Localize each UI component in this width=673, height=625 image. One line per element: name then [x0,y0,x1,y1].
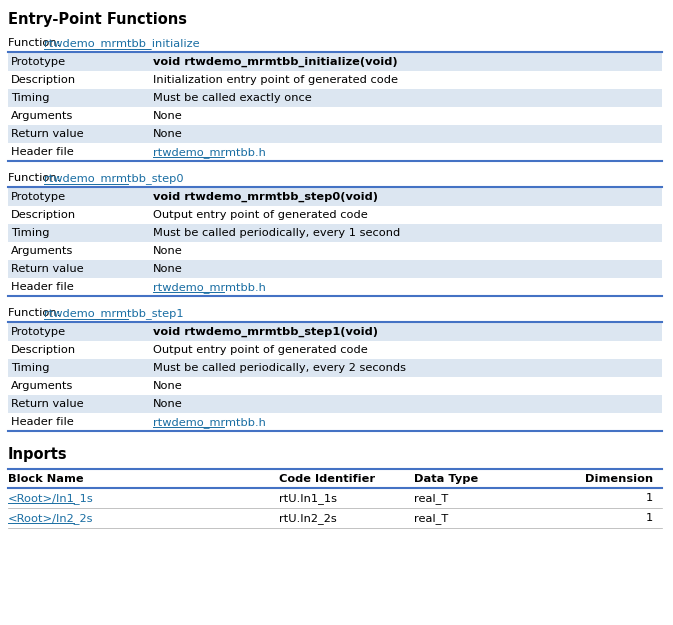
Text: Entry-Point Functions: Entry-Point Functions [8,12,187,27]
Text: Description: Description [11,346,77,356]
Text: rtwdemo_mrmtbb_initialize: rtwdemo_mrmtbb_initialize [44,38,199,49]
Text: Initialization entry point of generated code: Initialization entry point of generated … [153,76,398,86]
Text: Prototype: Prototype [11,328,67,338]
Text: None: None [153,129,183,139]
Text: rtwdemo_mrmtbb_step1: rtwdemo_mrmtbb_step1 [44,308,183,319]
Text: Function:: Function: [8,173,64,183]
Text: Block Name: Block Name [8,474,83,484]
Text: None: None [153,111,183,121]
Text: Must be called exactly once: Must be called exactly once [153,93,312,103]
Text: void rtwdemo_mrmtbb_initialize(void): void rtwdemo_mrmtbb_initialize(void) [153,58,398,68]
Text: real_T: real_T [414,493,448,504]
Text: rtU.In1_1s: rtU.In1_1s [279,493,337,504]
Text: rtwdemo_mrmtbb.h: rtwdemo_mrmtbb.h [153,282,266,293]
Text: Prototype: Prototype [11,192,67,202]
Text: real_T: real_T [414,513,448,524]
Text: Timing: Timing [11,93,50,103]
Text: Data Type: Data Type [414,474,478,484]
Bar [8,260,662,278]
Text: Prototype: Prototype [11,58,67,68]
Text: Description: Description [11,76,77,86]
Text: rtwdemo_mrmtbb_step0: rtwdemo_mrmtbb_step0 [44,173,183,184]
Text: Return value: Return value [11,264,84,274]
Bar [8,89,662,107]
Text: Header file: Header file [11,418,74,428]
Text: None: None [153,381,183,391]
Text: rtwdemo_mrmtbb.h: rtwdemo_mrmtbb.h [153,417,266,428]
Text: <Root>/In1_1s: <Root>/In1_1s [8,493,94,504]
Text: Code Identifier: Code Identifier [279,474,376,484]
Text: Must be called periodically, every 1 second: Must be called periodically, every 1 sec… [153,228,400,238]
Text: void rtwdemo_mrmtbb_step0(void): void rtwdemo_mrmtbb_step0(void) [153,192,378,202]
Text: Return value: Return value [11,129,84,139]
Text: Arguments: Arguments [11,246,74,256]
Bar [8,188,662,206]
Text: rtwdemo_mrmtbb.h: rtwdemo_mrmtbb.h [153,147,266,158]
Bar [8,323,662,341]
Text: Output entry point of generated code: Output entry point of generated code [153,211,367,221]
Bar [8,395,662,413]
Bar [8,125,662,143]
Text: Function:: Function: [8,38,64,48]
Text: None: None [153,246,183,256]
Text: Inports: Inports [8,447,67,462]
Text: rtU.In2_2s: rtU.In2_2s [279,513,337,524]
Text: Return value: Return value [11,399,84,409]
Text: void rtwdemo_mrmtbb_step1(void): void rtwdemo_mrmtbb_step1(void) [153,328,378,338]
Text: Dimension: Dimension [585,474,653,484]
Bar [8,224,662,242]
Text: Output entry point of generated code: Output entry point of generated code [153,346,367,356]
Text: Description: Description [11,211,77,221]
Text: Arguments: Arguments [11,111,74,121]
Text: Function:: Function: [8,308,64,318]
Text: Timing: Timing [11,363,50,373]
Text: 1: 1 [645,513,653,523]
Text: None: None [153,399,183,409]
Text: Timing: Timing [11,228,50,238]
Text: None: None [153,264,183,274]
Bar [8,359,662,377]
Text: Header file: Header file [11,148,74,158]
Text: Header file: Header file [11,282,74,292]
Text: Arguments: Arguments [11,381,74,391]
Text: <Root>/In2_2s: <Root>/In2_2s [8,513,94,524]
Text: 1: 1 [645,493,653,503]
Bar [8,53,662,71]
Text: Must be called periodically, every 2 seconds: Must be called periodically, every 2 sec… [153,363,406,373]
